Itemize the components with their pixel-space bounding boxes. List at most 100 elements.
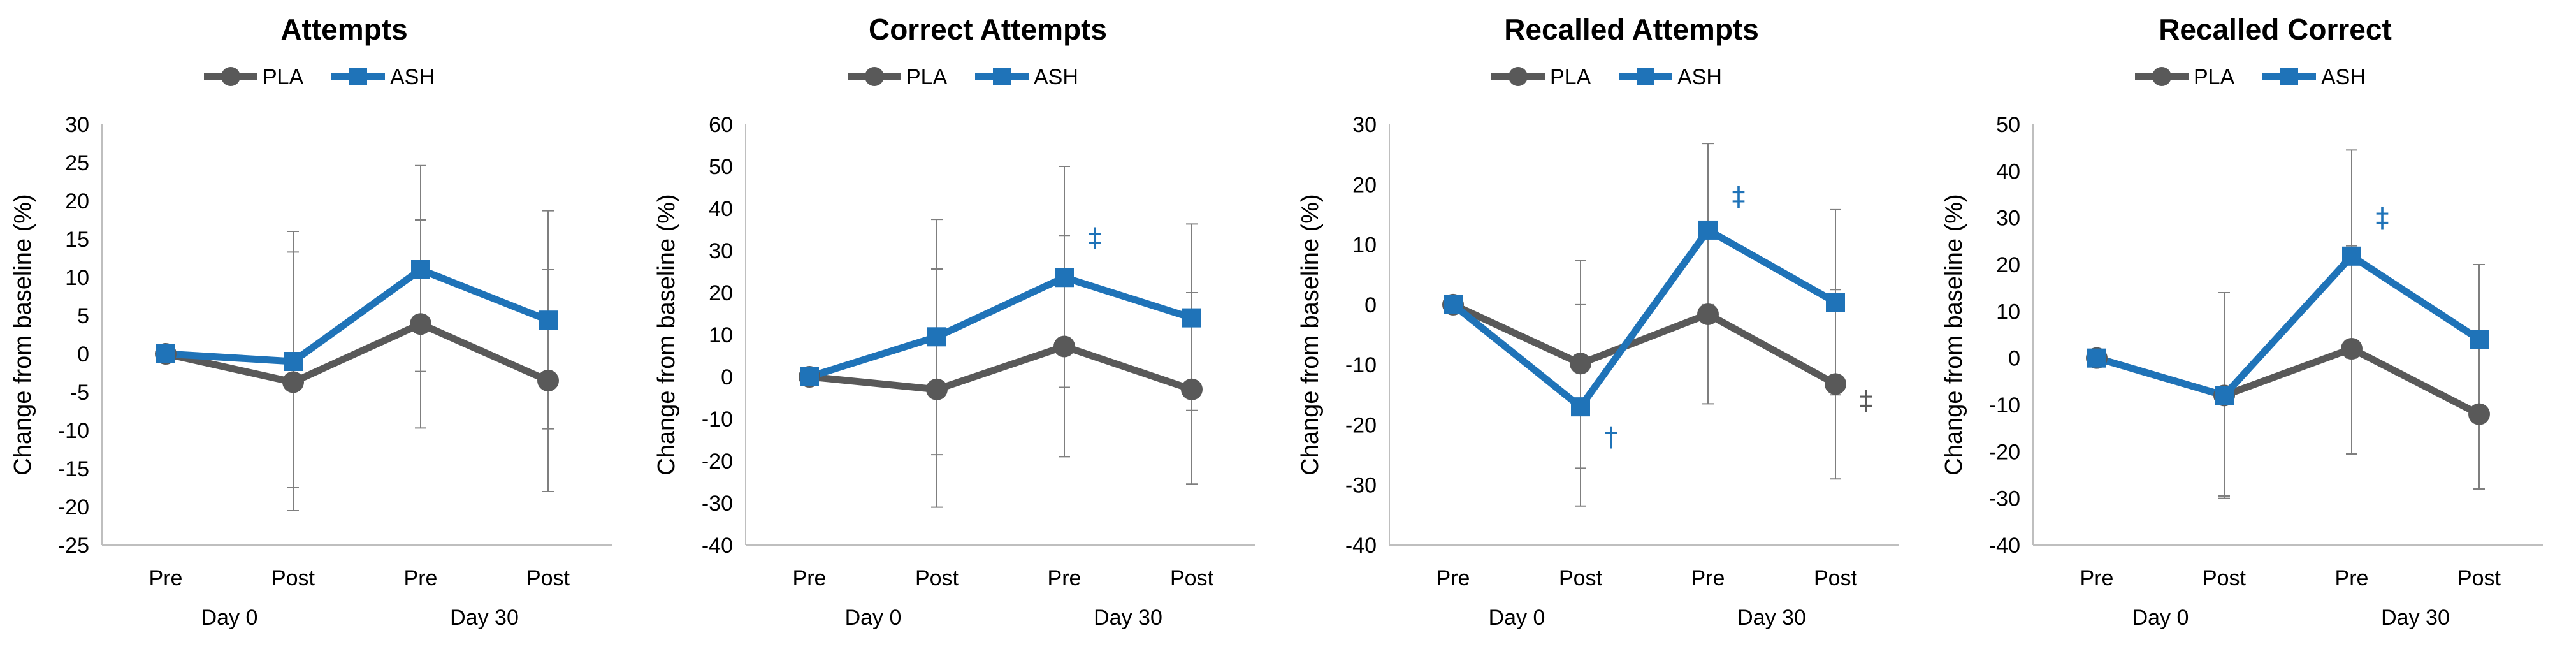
x-tick-label: Post xyxy=(1559,566,1603,590)
legend-label: PLA xyxy=(263,65,304,89)
legend-item-ash: ASH xyxy=(331,65,435,89)
x-tick-label: Post xyxy=(1814,566,1858,590)
y-tick-label: -10 xyxy=(702,407,733,432)
legend-marker xyxy=(2152,67,2171,86)
y-tick-label: -20 xyxy=(1345,413,1377,437)
data-point-pla xyxy=(1181,378,1203,400)
data-point-ash xyxy=(800,367,819,386)
x-tick-label: Post xyxy=(1170,566,1214,590)
data-point-ash xyxy=(2215,386,2234,405)
y-tick-label: -40 xyxy=(1989,534,2020,558)
y-tick-label: 10 xyxy=(709,323,733,347)
y-tick-label: 10 xyxy=(1996,300,2020,324)
y-tick-label: -10 xyxy=(58,419,89,443)
data-point-ash xyxy=(1826,293,1845,312)
x-group-label: Day 30 xyxy=(1737,606,1806,630)
y-tick-label: -40 xyxy=(702,534,733,558)
legend-label: PLA xyxy=(2194,65,2235,89)
legend-item-pla: PLA xyxy=(1491,65,1591,89)
y-tick-label: 15 xyxy=(65,228,89,252)
legend-item-pla: PLA xyxy=(2135,65,2235,89)
series-line-pla xyxy=(1451,301,1837,388)
legend-marker xyxy=(2280,68,2298,85)
chart-panel-correct-attempts: Correct Attempts PLA ASH -40 -30 -20 -10 0 10 20 3… xyxy=(644,0,1287,649)
data-point-ash xyxy=(927,327,946,347)
y-axis-label: Change from baseline (%) xyxy=(10,194,36,475)
legend-marker xyxy=(221,67,240,86)
chart-svg-recalled-correct: Recalled Correct PLA ASH -40 -30 -20 -10 0 10 20 3… xyxy=(1941,13,2543,630)
x-group-label: Day 30 xyxy=(2381,606,2450,630)
series-line-ash xyxy=(808,273,1193,381)
y-tick-label: 0 xyxy=(1364,293,1377,317)
x-tick-label: Pre xyxy=(404,566,438,590)
y-axis-label: Change from baseline (%) xyxy=(653,194,680,475)
chart-title: Attempts xyxy=(280,13,407,46)
x-tick-label: Pre xyxy=(1048,566,1082,590)
legend-label: ASH xyxy=(390,65,435,89)
data-point-ash xyxy=(1571,397,1590,417)
y-tick-label: -20 xyxy=(1989,440,2020,464)
x-group-label: Day 0 xyxy=(845,606,902,630)
chart-panel-recalled-correct: Recalled Correct PLA ASH -40 -30 -20 -10 0 10 20 3… xyxy=(1931,0,2575,649)
series-line-ash xyxy=(1451,226,1837,411)
x-group-label: Day 30 xyxy=(1094,606,1162,630)
y-tick-label: 30 xyxy=(65,113,89,137)
data-point-ash xyxy=(2470,330,2489,349)
data-point-pla xyxy=(1825,373,1846,395)
y-tick-label: 25 xyxy=(65,151,89,175)
y-tick-label: 30 xyxy=(1996,207,2020,231)
legend-item-pla: PLA xyxy=(848,65,948,89)
chart-title: Recalled Correct xyxy=(2159,13,2392,46)
y-tick-label: 10 xyxy=(1352,233,1377,258)
chart-svg-recalled-attempts: Recalled Attempts PLA ASH -40 -30 -20 -10 0 10 20… xyxy=(1297,13,1899,630)
y-tick-label: -15 xyxy=(58,457,89,481)
y-tick-label: 5 xyxy=(77,304,89,328)
data-point-pla xyxy=(1053,335,1075,358)
y-tick-label: 0 xyxy=(2008,347,2020,371)
data-point-ash xyxy=(1055,268,1074,288)
x-tick-label: Post xyxy=(2203,566,2247,590)
data-point-ash xyxy=(539,310,558,330)
legend-label: ASH xyxy=(1034,65,1078,89)
error-bar-ash xyxy=(1575,303,1586,469)
legend-label: PLA xyxy=(1550,65,1591,89)
x-tick-label: Pre xyxy=(1691,566,1725,590)
significance-marker: ‡ xyxy=(2376,202,2389,233)
legend-item-ash: ASH xyxy=(975,65,1078,89)
legend-marker xyxy=(349,68,367,85)
data-point-pla xyxy=(537,370,559,391)
y-tick-label: -30 xyxy=(702,492,733,516)
significance-marker: ‡ xyxy=(1089,222,1102,253)
y-tick-label: 50 xyxy=(1996,113,2020,137)
legend-item-pla: PLA xyxy=(204,65,304,89)
data-point-ash xyxy=(1182,308,1201,328)
legend-item-ash: ASH xyxy=(1619,65,1722,89)
y-tick-label: 0 xyxy=(721,365,733,390)
y-tick-label: 30 xyxy=(709,239,733,263)
data-point-ash xyxy=(156,344,175,363)
data-point-ash xyxy=(2342,246,2361,266)
legend-marker xyxy=(865,67,884,86)
data-point-ash xyxy=(284,352,303,371)
x-tick-label: Post xyxy=(271,566,315,590)
y-tick-label: -10 xyxy=(1989,393,2020,418)
data-point-pla xyxy=(1697,303,1719,325)
x-tick-label: Pre xyxy=(1436,566,1470,590)
y-tick-label: 10 xyxy=(65,266,89,290)
significance-marker: ‡ xyxy=(1732,180,1746,212)
x-tick-label: Pre xyxy=(2080,566,2114,590)
y-tick-label: 40 xyxy=(1996,159,2020,184)
y-tick-label: 20 xyxy=(1352,173,1377,197)
x-tick-label: Pre xyxy=(793,566,827,590)
y-tick-label: 50 xyxy=(709,155,733,179)
series-line-ash xyxy=(165,266,550,365)
x-tick-label: Pre xyxy=(149,566,183,590)
data-point-ash xyxy=(1698,220,1718,240)
data-point-pla xyxy=(410,313,431,335)
y-tick-label: 40 xyxy=(709,197,733,221)
data-point-ash xyxy=(2087,348,2106,368)
series-line-pla xyxy=(2095,345,2481,418)
x-tick-label: Post xyxy=(2457,566,2501,590)
legend-label: ASH xyxy=(2321,65,2366,89)
